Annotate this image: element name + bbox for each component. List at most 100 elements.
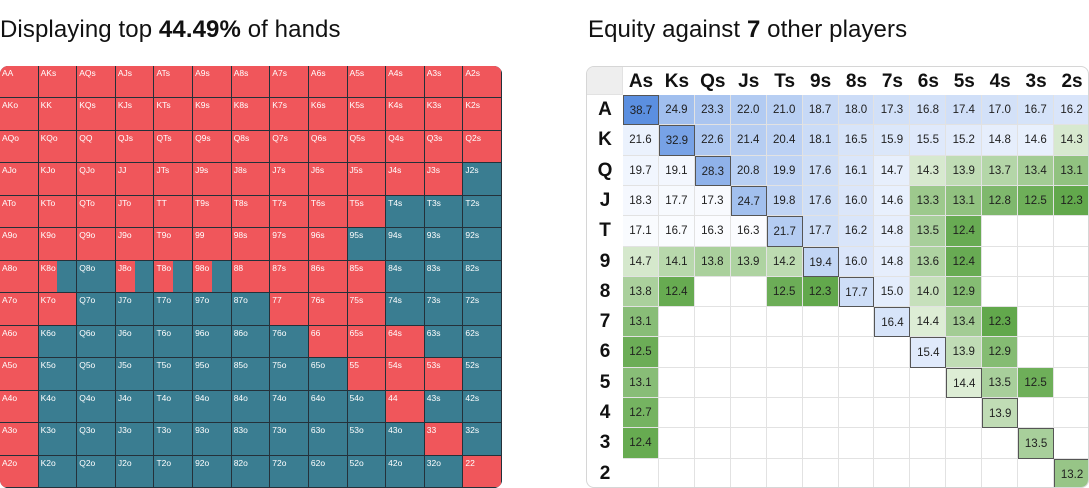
hand-cell[interactable]: J6o bbox=[115, 325, 155, 359]
hand-range-grid[interactable]: AA AKs AQs AJs ATs A9s A8s A7s A6s A5s A4s A3s A2s AK… bbox=[0, 66, 502, 488]
hand-cell[interactable]: K4o bbox=[38, 390, 78, 424]
hand-cell[interactable]: ATo bbox=[0, 195, 39, 229]
hand-cell[interactable]: K3o bbox=[38, 423, 78, 456]
hand-cell[interactable]: T7o bbox=[154, 293, 194, 326]
hand-cell[interactable]: 64s bbox=[386, 325, 425, 359]
hand-cell[interactable]: Q6s bbox=[308, 130, 348, 164]
hand-cell[interactable]: Q3o bbox=[77, 423, 116, 456]
hand-cell[interactable]: 93o bbox=[193, 423, 232, 456]
hand-cell[interactable]: 54s bbox=[386, 358, 425, 391]
hand-cell[interactable]: T5o bbox=[154, 358, 194, 391]
hand-cell[interactable]: K9o bbox=[38, 228, 78, 261]
hand-cell[interactable]: K6o bbox=[38, 325, 78, 359]
hand-cell[interactable]: K2s bbox=[463, 98, 502, 131]
hand-cell[interactable]: T9o bbox=[154, 228, 194, 261]
hand-cell[interactable]: T2o bbox=[154, 455, 194, 488]
hand-cell[interactable]: 95o bbox=[193, 358, 232, 391]
hand-cell[interactable]: T3o bbox=[154, 423, 194, 456]
hand-cell[interactable]: 77 bbox=[270, 293, 309, 326]
hand-cell[interactable]: A5s bbox=[347, 66, 387, 99]
hand-cell[interactable]: Q7s bbox=[270, 130, 309, 164]
hand-cell[interactable]: J7s bbox=[270, 163, 309, 196]
hand-cell[interactable]: K9s bbox=[193, 98, 232, 131]
hand-cell[interactable]: 83s bbox=[424, 260, 464, 294]
hand-cell[interactable]: J9s bbox=[193, 163, 232, 196]
hand-cell[interactable]: A9o bbox=[0, 228, 39, 261]
hand-cell[interactable]: T2s bbox=[463, 195, 502, 229]
hand-cell[interactable]: T6o bbox=[154, 325, 194, 359]
hand-cell[interactable]: J8s bbox=[231, 163, 271, 196]
hand-cell[interactable]: 72o bbox=[270, 455, 309, 488]
hand-cell[interactable]: Q6o bbox=[77, 325, 116, 359]
hand-cell[interactable]: 83o bbox=[231, 423, 271, 456]
hand-cell[interactable]: AJo bbox=[0, 163, 39, 196]
hand-cell[interactable]: T6s bbox=[308, 195, 348, 229]
hand-cell[interactable]: 98o bbox=[193, 260, 232, 294]
hand-cell[interactable]: JJ bbox=[115, 163, 155, 196]
hand-cell[interactable]: A3o bbox=[0, 423, 39, 456]
hand-cell[interactable]: T3s bbox=[424, 195, 464, 229]
hand-cell[interactable]: A6o bbox=[0, 325, 39, 359]
hand-cell[interactable]: 76o bbox=[270, 325, 309, 359]
hand-cell[interactable]: 98s bbox=[231, 228, 271, 261]
hand-cell[interactable]: A8s bbox=[231, 66, 271, 99]
hand-cell[interactable]: 96s bbox=[308, 228, 348, 261]
hand-cell[interactable]: 53s bbox=[424, 358, 464, 391]
hand-cell[interactable]: 43o bbox=[386, 423, 425, 456]
hand-cell[interactable]: 97s bbox=[270, 228, 309, 261]
hand-cell[interactable]: A3s bbox=[424, 66, 464, 99]
hand-cell[interactable]: T7s bbox=[270, 195, 309, 229]
hand-cell[interactable]: J2o bbox=[115, 455, 155, 488]
hand-cell[interactable]: Q7o bbox=[77, 293, 116, 326]
hand-cell[interactable]: J6s bbox=[308, 163, 348, 196]
hand-cell[interactable]: 55 bbox=[347, 358, 387, 391]
hand-cell[interactable]: QJs bbox=[115, 130, 155, 164]
hand-cell[interactable]: AKo bbox=[0, 98, 39, 131]
hand-cell[interactable]: A7o bbox=[0, 293, 39, 326]
hand-cell[interactable]: A9s bbox=[193, 66, 232, 99]
hand-cell[interactable]: J5o bbox=[115, 358, 155, 391]
hand-cell[interactable]: Q8o bbox=[77, 260, 116, 294]
hand-cell[interactable]: KTo bbox=[38, 195, 78, 229]
hand-cell[interactable]: A2s bbox=[463, 66, 502, 99]
hand-cell[interactable]: 76s bbox=[308, 293, 348, 326]
hand-cell[interactable]: Q3s bbox=[424, 130, 464, 164]
hand-cell[interactable]: A6s bbox=[308, 66, 348, 99]
hand-cell[interactable]: KQo bbox=[38, 130, 78, 164]
hand-cell[interactable]: 92s bbox=[463, 228, 502, 261]
hand-cell[interactable]: 63s bbox=[424, 325, 464, 359]
hand-cell[interactable]: Q4s bbox=[386, 130, 425, 164]
hand-cell[interactable]: ATs bbox=[154, 66, 194, 99]
hand-cell[interactable]: K2o bbox=[38, 455, 78, 488]
hand-cell[interactable]: 86o bbox=[231, 325, 271, 359]
hand-cell[interactable]: 97o bbox=[193, 293, 232, 326]
hand-cell[interactable]: 42o bbox=[386, 455, 425, 488]
hand-cell[interactable]: 99 bbox=[193, 228, 232, 261]
hand-cell[interactable]: Q2o bbox=[77, 455, 116, 488]
hand-cell[interactable]: T8s bbox=[231, 195, 271, 229]
hand-cell[interactable]: 73o bbox=[270, 423, 309, 456]
hand-cell[interactable]: 65o bbox=[308, 358, 348, 391]
hand-cell[interactable]: 75o bbox=[270, 358, 309, 391]
hand-cell[interactable]: KJo bbox=[38, 163, 78, 196]
hand-cell[interactable]: K6s bbox=[308, 98, 348, 131]
hand-cell[interactable]: Q5s bbox=[347, 130, 387, 164]
hand-cell[interactable]: 53o bbox=[347, 423, 387, 456]
hand-cell[interactable]: A8o bbox=[0, 260, 39, 294]
hand-cell[interactable]: 65s bbox=[347, 325, 387, 359]
hand-cell[interactable]: 54o bbox=[347, 390, 387, 424]
hand-cell[interactable]: 63o bbox=[308, 423, 348, 456]
hand-cell[interactable]: J7o bbox=[115, 293, 155, 326]
hand-cell[interactable]: AJs bbox=[115, 66, 155, 99]
hand-cell[interactable]: K5o bbox=[38, 358, 78, 391]
hand-cell[interactable]: K3s bbox=[424, 98, 464, 131]
hand-cell[interactable]: Q9s bbox=[193, 130, 232, 164]
hand-cell[interactable]: Q9o bbox=[77, 228, 116, 261]
hand-cell[interactable]: QQ bbox=[77, 130, 116, 164]
hand-cell[interactable]: T5s bbox=[347, 195, 387, 229]
hand-cell[interactable]: 74s bbox=[386, 293, 425, 326]
hand-cell[interactable]: 66 bbox=[308, 325, 348, 359]
hand-cell[interactable]: 88 bbox=[231, 260, 271, 294]
hand-cell[interactable]: 52s bbox=[463, 358, 502, 391]
hand-cell[interactable]: KJs bbox=[115, 98, 155, 131]
